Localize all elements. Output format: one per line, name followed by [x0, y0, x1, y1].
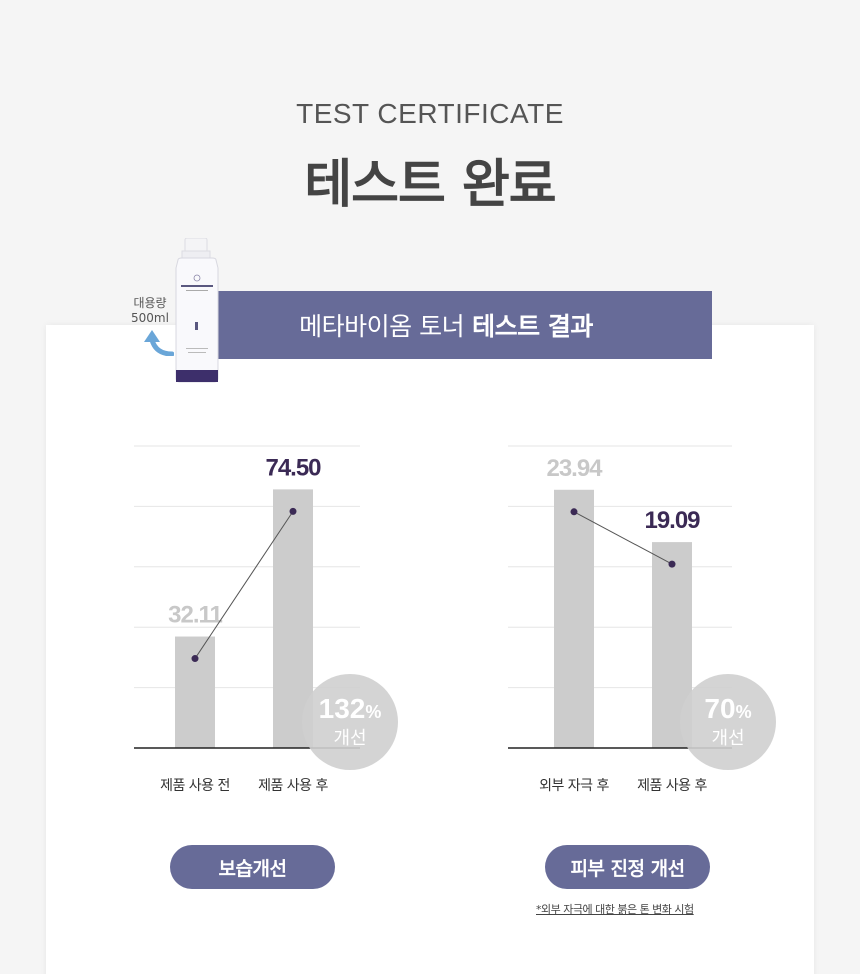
category-label: 제품 사용 후 [637, 778, 707, 794]
improvement-label: 개선 [333, 728, 366, 749]
capacity-label-line1: 대용량 [133, 296, 167, 310]
trend-point [289, 507, 297, 515]
capacity-label: 대용량 500ml [124, 296, 176, 326]
improvement-label: 개선 [711, 728, 744, 749]
trend-point [570, 508, 578, 516]
category-label: 제품 사용 전 [160, 778, 230, 794]
soothing-caption-badge: 피부 진정 개선 [545, 845, 710, 889]
bar [175, 636, 215, 748]
trend-point [668, 560, 676, 568]
bar [554, 489, 594, 748]
improvement-value: 70% [704, 693, 751, 724]
data-label: 32.11 [168, 602, 222, 629]
banner-test-result: 테스트 결과 [472, 312, 593, 341]
data-label: 23.94 [546, 455, 603, 482]
improvement-badge [680, 674, 776, 770]
trend-line [194, 511, 294, 659]
curved-arrow-icon [144, 330, 174, 356]
result-banner: 메타바이옴 토너 테스트 결과 [180, 291, 712, 359]
improvement-badge [302, 674, 398, 770]
capacity-label-line2: 500ml [131, 311, 169, 325]
data-label: 19.09 [644, 507, 700, 534]
category-label: 외부 자극 후 [539, 778, 609, 794]
footnote: *외부 자극에 대한 붉은 톤 변화 시험 [536, 903, 694, 916]
trend-point [191, 655, 199, 663]
section-title: 테스트 완료 [304, 155, 556, 215]
trend-line [573, 511, 673, 565]
toner-bottle-image [175, 238, 219, 383]
moisture-caption-badge: 보습개선 [170, 845, 335, 889]
moisture-chart: 32.11 제품 사용 전 74.50 제품 사용 후 132% 개선 [134, 445, 398, 794]
banner-product-name: 메타바이옴 토너 [299, 312, 465, 341]
category-label: 제품 사용 후 [258, 778, 328, 794]
section-subtitle: TEST CERTIFICATE [296, 98, 564, 129]
improvement-value: 132% [319, 693, 382, 724]
data-label: 74.50 [265, 454, 321, 481]
soothing-chart: 23.94 외부 자극 후 19.09 제품 사용 후 70% 개선 [508, 445, 776, 794]
